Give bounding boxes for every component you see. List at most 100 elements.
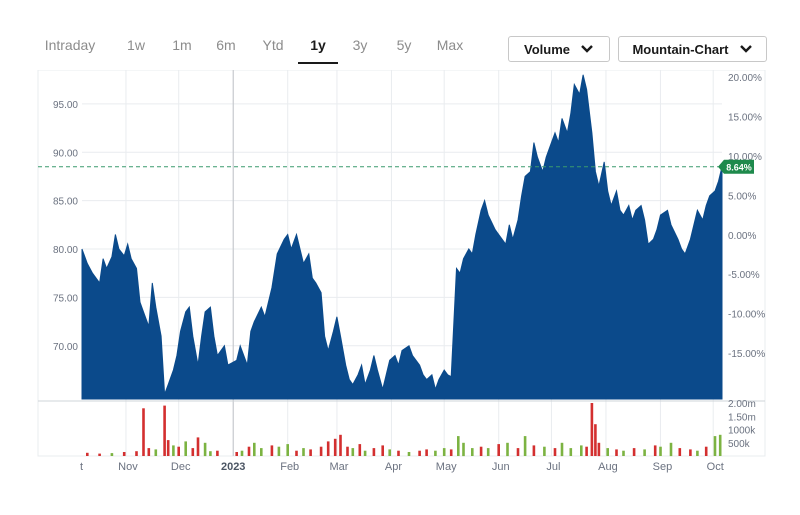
volume-bar [277, 446, 281, 456]
y-right-tick-label: -10.00% [728, 310, 765, 321]
volume-dropdown-label: Volume [524, 41, 570, 57]
volume-bar [363, 450, 367, 456]
y-left-tick-label: 95.00 [53, 100, 78, 111]
x-axis-label: t [80, 461, 83, 473]
y-left-tick-label: 75.00 [53, 293, 78, 304]
volume-bar [216, 450, 219, 456]
volume-bar [358, 444, 362, 456]
volume-bar [653, 445, 657, 456]
volume-bar [351, 448, 355, 456]
volume-bar [597, 442, 601, 457]
volume-bar [142, 408, 145, 456]
volume-bar [560, 442, 564, 457]
volume-tick-label: 2.00m [728, 399, 756, 410]
y-right-tick-label: -5.00% [728, 270, 760, 281]
volume-bar [163, 405, 166, 456]
volume-bar [309, 449, 312, 456]
x-axis-label: 2023 [221, 461, 245, 473]
volume-bar [184, 441, 187, 456]
x-axis-label: Jun [492, 461, 510, 473]
tab-3y[interactable]: 3y [352, 37, 368, 53]
volume-bar [532, 445, 536, 456]
volume-bar [326, 441, 330, 456]
price-chart: 95.00 90.00 85.00 80.00 75.00 70.00 20.00% 15.0… [37, 70, 766, 473]
tab-intraday[interactable]: Intraday [44, 37, 96, 53]
volume-bar [669, 442, 673, 457]
tab-ytd[interactable]: Ytd [262, 37, 284, 53]
volume-bar [203, 442, 207, 457]
volume-bar [339, 434, 342, 456]
y-left-tick-label: 80.00 [53, 245, 78, 256]
volume-bar [253, 442, 256, 457]
x-axis-label: Mar [329, 461, 348, 473]
tab-1w[interactable]: 1w [127, 37, 145, 53]
volume-bar [240, 450, 244, 456]
volume-bar [397, 450, 400, 456]
last-change-badge [718, 159, 754, 174]
volume-bar [523, 436, 527, 456]
last-change-label: 8.64% [726, 162, 752, 172]
x-axis-label: Sep [653, 461, 673, 473]
volume-bar [166, 440, 170, 456]
volume-bar [678, 448, 682, 456]
chevron-down-icon [739, 45, 752, 53]
volume-bar [295, 450, 298, 456]
y-left-tick-label: 70.00 [53, 342, 78, 353]
tab-1m[interactable]: 1m [172, 37, 192, 53]
volume-bar [209, 451, 212, 456]
price-area [81, 74, 723, 400]
volume-bar [172, 445, 175, 456]
volume-bar [569, 448, 573, 456]
volume-bar [235, 452, 238, 456]
volume-bar [632, 448, 636, 456]
volume-bar [696, 450, 699, 456]
volume-bar [689, 449, 692, 456]
volume-bar [407, 452, 411, 456]
x-axis-label: Jul [546, 461, 560, 473]
volume-bar [147, 448, 151, 456]
volume-bar [462, 442, 465, 457]
y-left-tick-label: 85.00 [53, 197, 78, 208]
y-right-tick-label: 5.00% [728, 191, 756, 202]
volume-bar [98, 453, 101, 456]
volume-dropdown[interactable]: Volume [508, 36, 610, 62]
volume-bar [643, 449, 646, 456]
volume-bar [516, 448, 520, 456]
x-axis-label: May [436, 461, 457, 473]
volume-bar [388, 449, 391, 456]
chart-frame [37, 70, 766, 457]
volume-bar [457, 436, 460, 456]
y-left-tick-label: 90.00 [53, 148, 78, 159]
tab-1y[interactable]: 1y [298, 30, 338, 64]
volume-bar [718, 434, 722, 456]
chart-type-dropdown[interactable]: Mountain-Chart [618, 36, 767, 62]
volume-bar [580, 445, 583, 456]
y-right-tick-label: 15.00% [728, 113, 762, 124]
y-right-tick-label: 0.00% [728, 231, 756, 242]
volume-bar [713, 436, 717, 456]
volume-bar [286, 444, 289, 456]
volume-bar [302, 448, 305, 456]
chevron-down-icon [581, 45, 593, 53]
volume-bar [135, 451, 138, 456]
volume-bar [270, 445, 274, 456]
volume-bar [606, 448, 609, 456]
y-right-tick-label: 20.00% [728, 73, 762, 84]
tab-6m[interactable]: 6m [216, 37, 236, 53]
x-axis-label: Dec [171, 461, 191, 473]
volume-bar [553, 448, 557, 456]
volume-tick-label: 1000k [728, 426, 756, 437]
volume-bar [372, 448, 376, 456]
volume-bar [110, 453, 114, 456]
tab-5y[interactable]: 5y [396, 37, 412, 53]
tab-max[interactable]: Max [436, 37, 464, 53]
volume-bar [122, 452, 126, 456]
volume-bar [191, 448, 195, 456]
volume-bar [260, 448, 263, 456]
volume-bar [381, 445, 384, 456]
volume-tick-label: 500k [728, 439, 751, 450]
volume-bar [506, 442, 509, 457]
x-axis-label: Feb [280, 461, 299, 473]
volume-tick-label: 1.50m [728, 412, 756, 423]
volume-bar [622, 450, 625, 456]
